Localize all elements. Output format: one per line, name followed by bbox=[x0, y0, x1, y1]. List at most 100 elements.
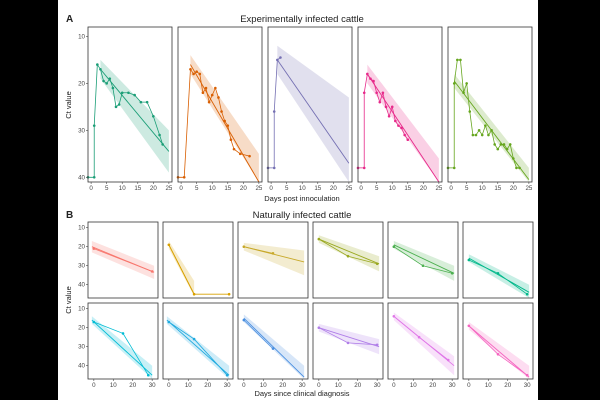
panel-a-xtick-label-0-5: 5 bbox=[105, 185, 109, 192]
panel-a-point-3-13 bbox=[397, 124, 400, 127]
panel-b-point-4-2 bbox=[450, 272, 454, 275]
panel-a-point-4-16 bbox=[496, 147, 500, 151]
panel-b-panel-frame-7 bbox=[162, 302, 234, 380]
panel-a-point-0-7 bbox=[108, 77, 112, 80]
panel-b-ytick-label-0-20: 20 bbox=[78, 244, 85, 251]
panel-a-ylabel: Ct value bbox=[64, 91, 73, 119]
panel-b-band-8 bbox=[243, 314, 305, 379]
panel-a-point-4-9 bbox=[474, 133, 478, 137]
panel-a-xtick-label-2-20: 20 bbox=[330, 185, 337, 192]
panel-a-letter: A bbox=[66, 14, 73, 25]
panel-a-band-1 bbox=[190, 55, 259, 182]
panel-b-panel-frame-4 bbox=[387, 221, 459, 299]
panel-a-xtick-label-0-20: 20 bbox=[150, 185, 157, 192]
panel-b-ytick-label-6-20: 20 bbox=[78, 325, 85, 332]
panel-b-series-line-2 bbox=[243, 246, 274, 254]
panel-a-xtick-label-2-0: 0 bbox=[269, 185, 273, 192]
panel-b-point-9-1 bbox=[346, 341, 350, 345]
panel-b-xtick-label-7-30: 30 bbox=[224, 382, 231, 389]
panel-b-xtick-label-8-10: 10 bbox=[260, 382, 267, 389]
panel-b-fit-line-4 bbox=[393, 244, 455, 274]
panel-b-xtick-label-11-0: 0 bbox=[467, 382, 471, 389]
panel-a-point-3-11 bbox=[390, 105, 394, 109]
panel-b-xtick-label-7-0: 0 bbox=[167, 382, 171, 389]
panel-b-xtick-label-10-30: 30 bbox=[449, 382, 456, 389]
panel-a-point-2-1 bbox=[272, 166, 276, 170]
panel-b-point-3-1 bbox=[346, 254, 350, 258]
panel-b-xtick-label-11-30: 30 bbox=[524, 382, 531, 389]
panel-b-letter: B bbox=[66, 210, 73, 221]
panel-a-point-0-6 bbox=[105, 82, 108, 85]
panel-a-point-3-8 bbox=[381, 91, 385, 95]
panel-b-title: Naturally infected cattle bbox=[253, 210, 352, 221]
panel-a-xtick-label-1-20: 20 bbox=[240, 185, 247, 192]
panel-a-point-1-6 bbox=[201, 91, 205, 95]
panel-a-xtick-label-3-15: 15 bbox=[404, 185, 411, 192]
panel-a-point-1-12 bbox=[220, 110, 223, 113]
panel-a-xtick-label-2-5: 5 bbox=[285, 185, 289, 192]
panel-b-xtick-label-9-10: 10 bbox=[335, 382, 342, 389]
panel-a-point-0-11 bbox=[120, 91, 124, 95]
panel-a-panel-frame-3 bbox=[357, 26, 443, 183]
panel-a-point-4-15 bbox=[493, 143, 496, 146]
panel-a-point-3-3 bbox=[366, 72, 369, 76]
panel-b-ytick-label-0-40: 40 bbox=[78, 282, 85, 289]
panel-b-point-7-1 bbox=[192, 337, 196, 341]
panel-b-point-10-1 bbox=[417, 335, 421, 339]
panel-a-point-2-4 bbox=[279, 56, 282, 59]
panel-a-band-0 bbox=[100, 59, 169, 173]
panel-a-point-1-9 bbox=[210, 93, 214, 97]
panel-a-xtick-label-1-15: 15 bbox=[224, 185, 231, 192]
panel-b-fit-line-5 bbox=[468, 257, 530, 293]
panel-a-point-3-9 bbox=[384, 105, 388, 109]
panel-b-point-4-1 bbox=[421, 264, 425, 268]
panel-a-xtick-label-4-5: 5 bbox=[465, 185, 469, 192]
panel-b-point-5-0 bbox=[467, 258, 471, 262]
panel-b-xtick-label-10-0: 0 bbox=[392, 382, 396, 389]
panel-b-ytick-label-6-10: 10 bbox=[78, 306, 85, 313]
panel-a-ytick-label-0-30: 30 bbox=[78, 127, 85, 134]
panel-a-point-3-7 bbox=[378, 100, 382, 104]
panel-a-point-4-20 bbox=[508, 143, 512, 146]
panel-b-xtick-label-6-10: 10 bbox=[110, 382, 117, 389]
panel-a-point-1-1 bbox=[182, 176, 186, 179]
panel-a-point-0-4 bbox=[99, 67, 102, 71]
panel-a-point-3-15 bbox=[403, 133, 406, 137]
panel-a-point-3-1 bbox=[362, 166, 366, 170]
panel-b-point-9-2 bbox=[375, 343, 379, 347]
panel-b-band-4 bbox=[393, 241, 455, 281]
panel-a-point-4-6 bbox=[465, 82, 468, 85]
panel-b-panel-frame-11 bbox=[462, 302, 534, 380]
panel-b-xtick-label-11-10: 10 bbox=[485, 382, 492, 389]
panel-a-point-1-10 bbox=[214, 86, 217, 90]
panel-a-point-0-3 bbox=[96, 63, 99, 66]
panel-b-point-10-2 bbox=[446, 358, 450, 362]
panel-a-xtick-label-0-10: 10 bbox=[119, 185, 126, 192]
panel-b-xtick-label-8-30: 30 bbox=[299, 382, 306, 389]
panel-b-panel-frame-0 bbox=[87, 221, 159, 299]
panel-a-xtick-label-1-0: 0 bbox=[179, 185, 183, 192]
panel-a-point-1-8 bbox=[207, 100, 211, 104]
panel-b-xtick-label-6-0: 0 bbox=[92, 382, 96, 389]
panel-b-panel-frame-1 bbox=[162, 221, 234, 299]
panel-a-xtick-label-4-25: 25 bbox=[525, 185, 532, 192]
panel-a-point-1-3 bbox=[192, 72, 195, 76]
panel-a-xtick-label-0-0: 0 bbox=[89, 185, 93, 192]
panel-a-point-4-4 bbox=[459, 58, 462, 62]
panel-b-ytick-label-0-10: 10 bbox=[78, 225, 85, 232]
panel-a-xtick-label-3-0: 0 bbox=[359, 185, 363, 192]
panel-a-xtick-label-4-10: 10 bbox=[479, 185, 486, 192]
panel-b-fit-line-9 bbox=[318, 327, 380, 348]
panel-a-panel-frame-1 bbox=[177, 26, 263, 183]
panel-a-point-4-8 bbox=[471, 133, 475, 137]
panel-a-point-0-14 bbox=[139, 100, 143, 104]
panel-a-xtick-label-0-25: 25 bbox=[165, 185, 172, 192]
panel-a-point-3-5 bbox=[372, 79, 375, 83]
panel-a-point-4-10 bbox=[477, 129, 481, 132]
panel-a-point-4-12 bbox=[484, 124, 487, 127]
panel-a-fit-line-3 bbox=[366, 73, 440, 183]
panel-b-xtick-label-7-20: 20 bbox=[204, 382, 211, 389]
panel-a-point-4-2 bbox=[452, 82, 456, 85]
panel-a-point-4-11 bbox=[480, 133, 484, 137]
panel-b-point-2-0 bbox=[242, 245, 246, 248]
